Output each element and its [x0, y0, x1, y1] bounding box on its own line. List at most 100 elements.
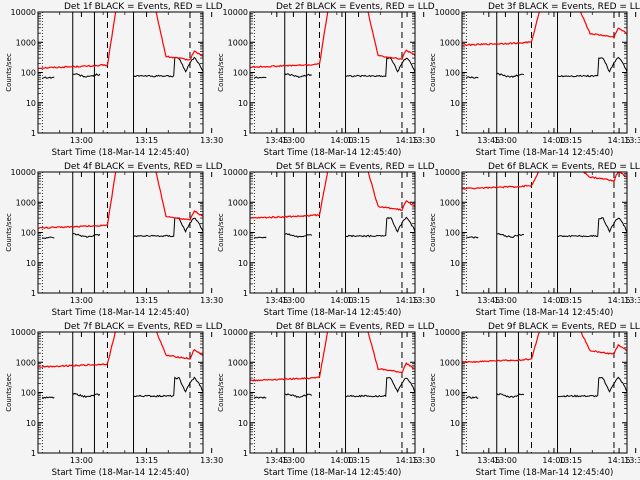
lld-series-line [38, 12, 203, 70]
x-tick-label: 13:00 [282, 296, 305, 305]
x-tick-label: 13:00 [70, 136, 93, 145]
x-tick-label: 13:00 [494, 296, 517, 305]
panel-plot-area [38, 12, 203, 133]
x-tick-label: 13:15 [559, 136, 582, 145]
x-tick-label: 13:30 [624, 296, 640, 305]
y-axis-label: Counts/sec [5, 213, 13, 252]
panel-plot-area [462, 332, 627, 453]
y-tick-label: 1000 [440, 198, 460, 207]
x-tick-label: 14:00 [542, 456, 565, 465]
lld-series-line [38, 172, 203, 230]
y-tick-label: 10 [238, 99, 248, 108]
events-series-line [466, 217, 627, 239]
x-axis-label: Start Time (18-Mar-14 12:45:40) [476, 148, 614, 158]
y-tick-label: 10 [450, 259, 460, 268]
x-axis-label: Start Time (18-Mar-14 12:45:40) [264, 148, 402, 158]
y-tick-label: 1 [455, 449, 460, 458]
panel-frame [461, 171, 628, 294]
lld-series-line [462, 332, 627, 364]
panel-frame [37, 171, 204, 294]
events-series-line [466, 56, 627, 79]
y-axis-label: Counts/sec [217, 53, 225, 92]
y-tick-label: 1000 [440, 358, 460, 367]
y-tick-label: 1000 [440, 38, 460, 47]
panel-plot-area [462, 12, 627, 133]
x-tick-label: 13:45 [477, 456, 500, 465]
panel-frame [461, 331, 628, 454]
y-tick-label: 100 [233, 229, 248, 238]
y-tick-label: 10000 [11, 8, 36, 17]
y-tick-label: 100 [21, 69, 36, 78]
x-tick-label: 13:00 [70, 456, 93, 465]
y-tick-label: 10000 [435, 328, 460, 337]
detector-panel: Det 8f BLACK = Events, RED = LLD Counts/s… [217, 322, 631, 478]
events-series-line [42, 217, 203, 239]
y-tick-label: 1 [31, 129, 36, 138]
panel-title: Det 7f BLACK = Events, RED = LLD [64, 322, 223, 332]
x-axis-label: Start Time (18-Mar-14 12:45:40) [52, 308, 190, 318]
y-tick-label: 10000 [11, 328, 36, 337]
x-tick-label: 13:15 [347, 136, 370, 145]
y-tick-label: 10 [26, 99, 36, 108]
y-tick-label: 10000 [223, 168, 248, 177]
panel-frame [461, 11, 628, 134]
x-tick-label: 13:15 [347, 456, 370, 465]
y-tick-label: 1000 [228, 198, 248, 207]
x-axis-label: Start Time (18-Mar-14 12:45:40) [476, 308, 614, 318]
x-tick-label: 14:15 [608, 456, 631, 465]
detector-panel: Det 4f BLACK = Events, RED = LLD Counts/s… [5, 162, 419, 318]
y-tick-label: 10000 [11, 168, 36, 177]
x-tick-label: 13:00 [282, 136, 305, 145]
panel-frame [249, 331, 416, 454]
y-tick-label: 1 [31, 289, 36, 298]
lld-series-line [462, 12, 627, 47]
y-tick-label: 1 [243, 129, 248, 138]
panel-plot-area [250, 332, 415, 453]
panel-frame [249, 11, 416, 134]
panel-frame [249, 171, 416, 294]
y-tick-label: 10 [238, 419, 248, 428]
y-tick-label: 1000 [16, 358, 36, 367]
x-tick-label: 13:30 [624, 456, 640, 465]
panel-title: Det 6f BLACK = Events, RED = LLD [488, 162, 640, 172]
x-tick-label: 13:30 [200, 456, 223, 465]
x-tick-label: 14:15 [396, 456, 419, 465]
y-tick-label: 1 [455, 289, 460, 298]
panel-plot-area [250, 172, 415, 293]
y-axis-label: Counts/sec [5, 373, 13, 412]
x-tick-label: 13:00 [282, 456, 305, 465]
panel-plot-area [38, 332, 203, 453]
y-tick-label: 1000 [16, 198, 36, 207]
x-tick-label: 13:15 [559, 456, 582, 465]
detector-panel: Det 9f BLACK = Events, RED = LLD Counts/s… [429, 322, 640, 478]
detector-panel: Det 5f BLACK = Events, RED = LLD Counts/s… [217, 162, 631, 318]
x-tick-label: 13:45 [265, 456, 288, 465]
x-tick-label: 13:00 [70, 296, 93, 305]
y-tick-label: 10000 [223, 8, 248, 17]
panel-title: Det 1f BLACK = Events, RED = LLD [64, 2, 223, 12]
panel-title: Det 5f BLACK = Events, RED = LLD [276, 162, 435, 172]
x-tick-label: 13:30 [624, 136, 640, 145]
panel-plot-area [462, 172, 627, 293]
events-series-line [253, 377, 415, 399]
x-tick-label: 13:45 [477, 296, 500, 305]
panel-title: Det 9f BLACK = Events, RED = LLD [488, 322, 640, 332]
y-tick-label: 1 [31, 449, 36, 458]
y-axis-label: Counts/sec [429, 213, 437, 252]
y-tick-label: 10000 [223, 328, 248, 337]
x-tick-label: 13:15 [135, 136, 158, 145]
x-axis-label: Start Time (18-Mar-14 12:45:40) [52, 148, 190, 158]
y-tick-label: 100 [445, 389, 460, 398]
x-axis-label: Start Time (18-Mar-14 12:45:40) [476, 468, 614, 478]
panel-title: Det 4f BLACK = Events, RED = LLD [64, 162, 223, 172]
y-tick-label: 100 [21, 229, 36, 238]
y-tick-label: 1 [243, 289, 248, 298]
lld-series-line [250, 332, 415, 382]
x-tick-label: 13:30 [200, 296, 223, 305]
events-series-line [254, 56, 415, 79]
y-tick-label: 1000 [228, 358, 248, 367]
x-tick-label: 14:15 [608, 296, 631, 305]
x-tick-label: 14:00 [542, 296, 565, 305]
